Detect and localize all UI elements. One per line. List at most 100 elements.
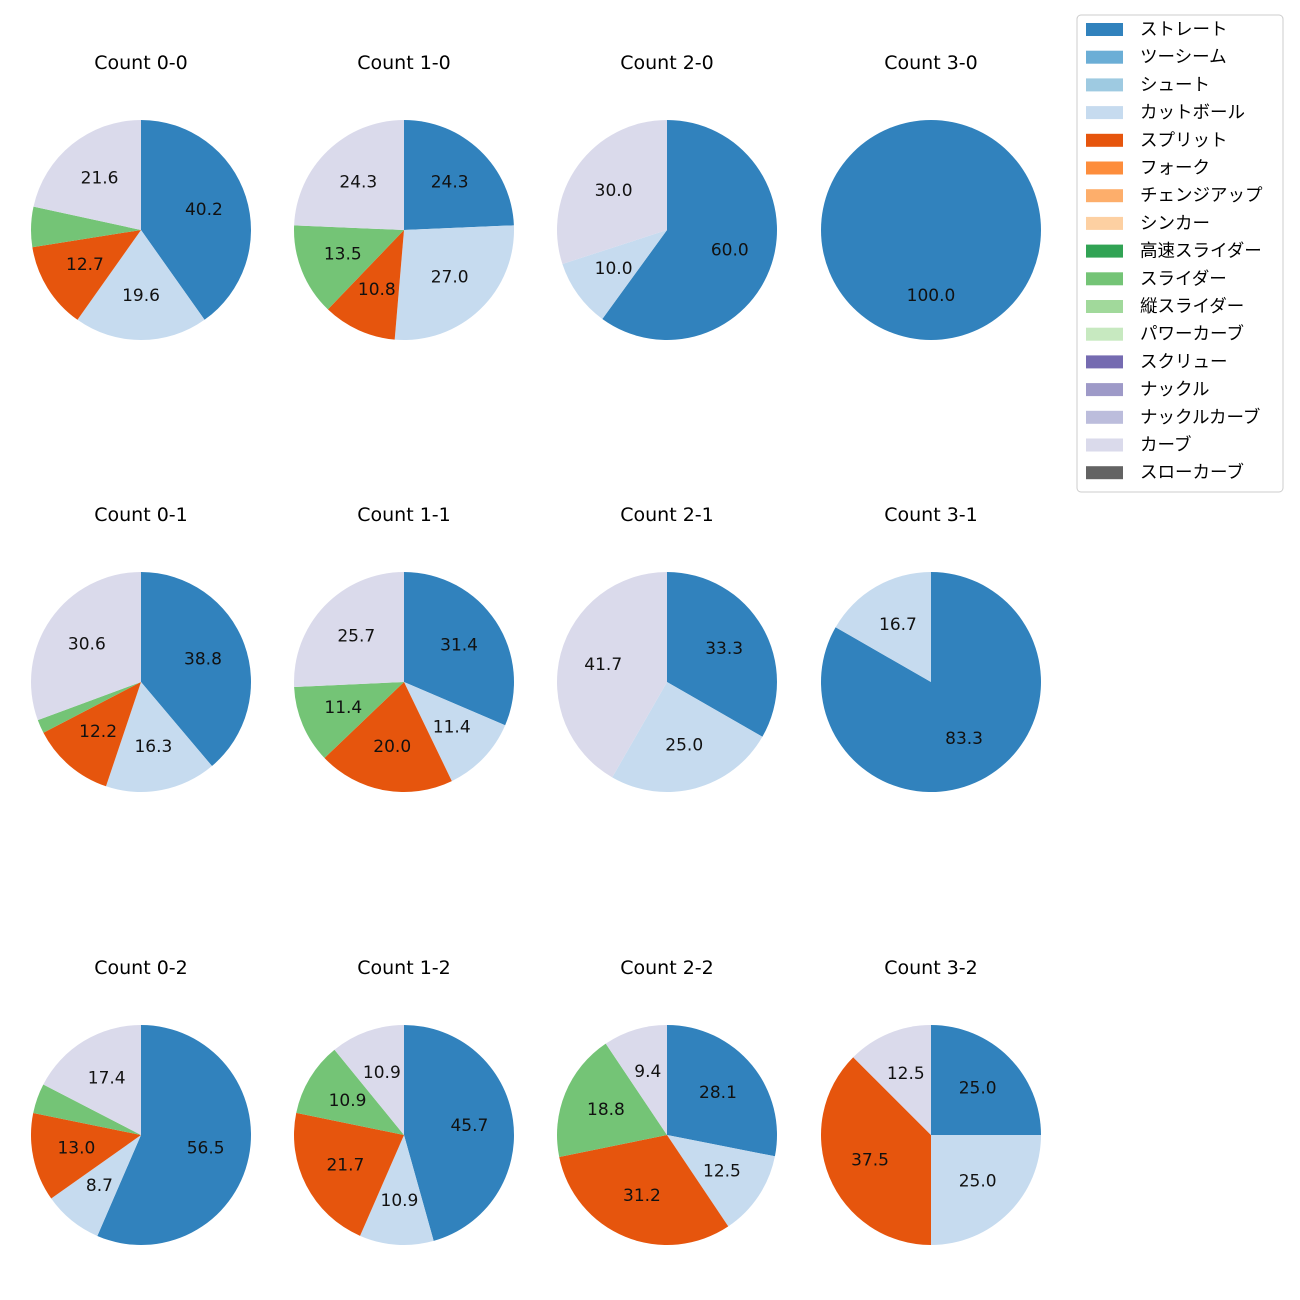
legend-swatch (1086, 23, 1123, 36)
legend-swatch (1086, 106, 1123, 120)
slice-label: 25.0 (959, 1078, 997, 1098)
legend-label: シュート (1140, 75, 1210, 95)
pie-slice (556, 572, 667, 778)
pie-title: Count 0-0 (94, 52, 188, 74)
legend-swatch (1086, 133, 1123, 147)
slice-label: 31.2 (623, 1186, 661, 1206)
legend: ストレートツーシームシュートカットボールスプリットフォークチェンジアップシンカー… (1076, 14, 1284, 493)
pie-title: Count 1-2 (357, 957, 451, 979)
legend-swatch (1086, 78, 1123, 92)
slice-label: 25.0 (959, 1172, 997, 1192)
slice-label: 13.5 (324, 245, 362, 265)
pie-count-3-2: Count 3-2 25.0 25.0 37.5 12.5 (821, 957, 1041, 1245)
slice-label: 21.6 (81, 169, 119, 189)
pie-title: Count 3-2 (884, 957, 978, 979)
slice-label: 13.0 (57, 1139, 95, 1159)
pie-slice (557, 1043, 667, 1157)
pie-slice (294, 120, 404, 230)
legend-swatch (1086, 161, 1123, 175)
slice-label: 10.9 (363, 1063, 401, 1083)
pie-count-3-0: Count 3-0 100.0 (821, 52, 1041, 340)
pie-slice (141, 572, 251, 767)
pie-slice (835, 572, 931, 682)
legend-swatch (1086, 300, 1123, 313)
pie-slice (77, 230, 205, 340)
slice-label: 30.0 (595, 181, 633, 201)
pie-slice (667, 1025, 778, 1157)
slice-label: 12.7 (66, 255, 104, 275)
slice-label: 12.5 (703, 1162, 741, 1182)
pie-slice (404, 1025, 514, 1241)
pie-slice (296, 1049, 404, 1135)
pie-slice (51, 1135, 141, 1236)
slice-label: 40.2 (185, 200, 223, 220)
slice-label: 16.3 (134, 737, 172, 757)
pie-count-3-1: Count 3-1 83.3 16.7 (821, 504, 1041, 792)
pie-title: Count 3-1 (884, 504, 978, 526)
slice-label: 24.3 (339, 172, 377, 192)
pie-count-2-0: Count 2-0 60.0 10.0 30.0 (557, 52, 777, 340)
pie-count-1-0: Count 1-0 24.3 27.0 10.8 13.5 24.3 (294, 52, 514, 340)
legend-label: パワーカーブ (1140, 324, 1244, 345)
pie-slice (31, 1113, 141, 1199)
pie-title: Count 1-1 (357, 504, 451, 526)
pie-slice (404, 572, 514, 726)
pie-title: Count 2-2 (620, 957, 714, 979)
pie-count-2-2: Count 2-2 28.1 12.5 31.2 18.8 9.4 (557, 957, 778, 1245)
legend-label: スライダー (1140, 269, 1227, 289)
slice-label: 19.6 (122, 286, 160, 306)
slice-label: 10.8 (358, 280, 396, 300)
pie-title: Count 1-0 (357, 52, 451, 74)
slice-label: 11.4 (324, 698, 362, 718)
legend-label: スクリュー (1140, 352, 1228, 372)
slice-label: 45.7 (450, 1116, 488, 1136)
slice-label: 28.1 (699, 1083, 737, 1103)
slice-label: 27.0 (431, 268, 469, 288)
pie-title: Count 2-1 (620, 504, 714, 526)
slice-label: 33.3 (705, 639, 743, 659)
slice-label: 20.0 (373, 737, 411, 757)
legend-label: 縦スライダー (1140, 297, 1244, 317)
slice-label: 38.8 (184, 649, 222, 669)
pie-slice (394, 225, 514, 340)
pie-slice (105, 682, 212, 792)
slice-label: 12.5 (887, 1064, 925, 1084)
pie-slice (324, 682, 452, 792)
pie-slice (931, 1135, 1041, 1245)
slice-label: 10.9 (381, 1191, 419, 1211)
legend-swatch (1086, 216, 1123, 230)
slice-label: 31.4 (440, 636, 478, 656)
legend-label: ツーシーム (1140, 48, 1227, 68)
pie-slice (605, 1025, 667, 1135)
legend-swatch (1086, 466, 1123, 480)
pie-slice (667, 1135, 775, 1227)
slice-label: 60.0 (711, 240, 749, 260)
slice-label: 17.4 (88, 1069, 126, 1089)
legend-swatch (1086, 383, 1123, 397)
slice-label: 24.3 (431, 172, 469, 192)
slice-label: 10.0 (595, 259, 633, 279)
legend-label: ナックルカーブ (1140, 407, 1260, 428)
slice-label: 37.5 (851, 1150, 889, 1170)
legend-swatch (1086, 244, 1123, 258)
pie-count-0-0: Count 0-0 40.2 19.6 12.7 21.6 (31, 52, 251, 340)
pie-slice (33, 1084, 141, 1135)
legend-label: シンカー (1140, 214, 1210, 234)
pie-slice (931, 1025, 1041, 1135)
pie-slice (43, 682, 141, 787)
legend-label: カーブ (1140, 435, 1191, 456)
pie-slice (559, 1135, 729, 1245)
legend-label: カットボール (1140, 103, 1245, 123)
slice-label: 16.7 (879, 615, 917, 635)
legend-swatch (1086, 410, 1123, 424)
pie-slice (667, 572, 777, 737)
slice-label: 12.2 (79, 722, 117, 742)
pie-slice (33, 120, 142, 230)
pie-slice (404, 120, 514, 230)
pie-title: Count 0-2 (94, 957, 188, 979)
legend-label: フォーク (1140, 159, 1210, 179)
pie-title: Count 0-1 (94, 504, 188, 526)
pie-slice (294, 572, 404, 688)
pie-slice (404, 682, 506, 782)
